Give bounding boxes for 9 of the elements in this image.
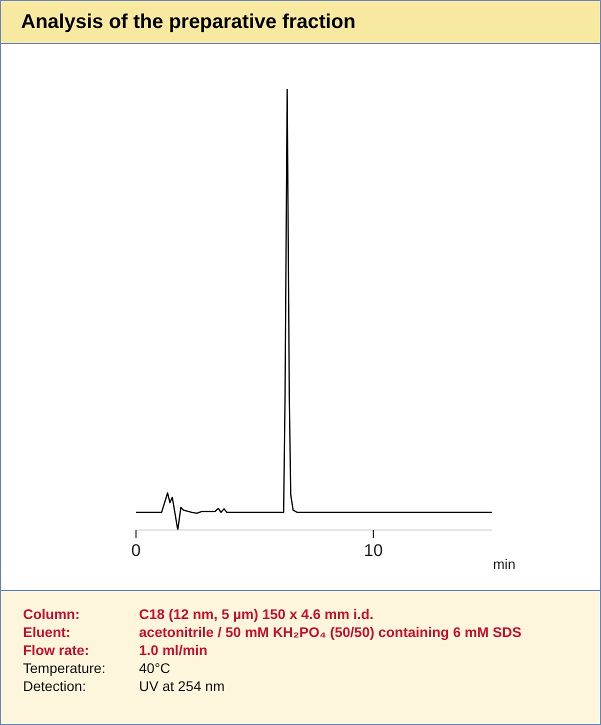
x-tick-label: 10: [364, 541, 383, 560]
text: Detection: UV at 254 nm: [23, 678, 225, 694]
text: Temperature: 40°C: [23, 660, 170, 676]
x-axis-title: min: [493, 556, 516, 572]
text: Column: C18 (12 nm, 5 µm) 150 x 4.6 mm i.d.: [23, 606, 374, 622]
x-tick-label: 0: [131, 541, 141, 560]
chart-title: Analysis of the preparative fraction: [1, 1, 600, 44]
text: Eluent: acetonitrile / 50 mM KH₂PO₄ (50/50) containing 6 mM SDS: [23, 624, 522, 640]
text: Flow rate: 1.0 ml/min: [23, 642, 208, 658]
